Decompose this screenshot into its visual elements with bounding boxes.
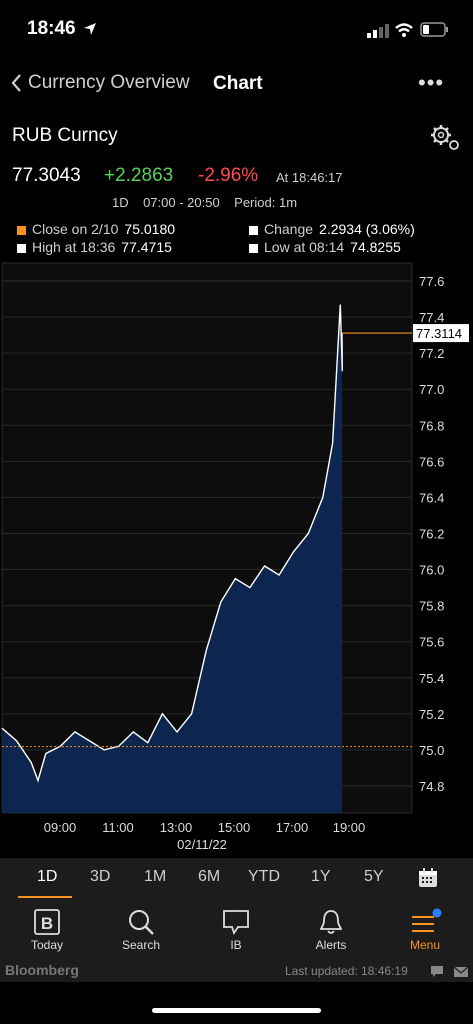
tab-menu-label: Menu <box>409 938 441 952</box>
x-tick-label: 09:00 <box>44 820 77 835</box>
tab-menu[interactable]: Menu <box>395 906 455 952</box>
bloomberg-logo: Bloomberg <box>5 962 79 978</box>
period-5y[interactable]: 5Y <box>364 868 384 885</box>
tab-search-label: Search <box>121 938 161 952</box>
message-icon[interactable] <box>430 965 444 978</box>
y-tick-label: 75.2 <box>419 707 444 722</box>
percent-change: -2.96% <box>198 165 259 186</box>
tab-today-label: Today <box>30 938 64 952</box>
y-tick-label: 75.8 <box>419 599 444 614</box>
period-ytd[interactable]: YTD <box>248 868 280 885</box>
last-price: 77.3043 <box>12 165 81 186</box>
calendar-icon[interactable] <box>417 867 439 889</box>
y-tick-label: 76.0 <box>419 563 444 578</box>
svg-text:B: B <box>41 914 53 933</box>
high-label: High at 18:36 <box>32 239 116 255</box>
high-swatch <box>17 243 26 253</box>
y-tick-label: 75.0 <box>419 743 444 758</box>
tab-ib[interactable]: IB <box>206 906 266 952</box>
y-tick-label: 77.2 <box>419 346 444 361</box>
tab-alerts[interactable]: Alerts <box>301 906 361 952</box>
high-value: 77.4715 <box>121 239 172 255</box>
area-fill <box>2 304 343 813</box>
home-indicator <box>152 1008 321 1013</box>
more-options-button[interactable]: ••• <box>418 70 445 95</box>
wifi-icon <box>395 23 413 37</box>
tab-today[interactable]: B Today <box>17 906 77 952</box>
mail-icon[interactable] <box>453 965 469 978</box>
y-tick-label: 77.0 <box>419 382 444 397</box>
chat-bubble-icon <box>223 910 249 936</box>
last-price-tag-label: 77.3114 <box>416 326 462 341</box>
legend-high: High at 18:36 77.4715 <box>17 239 172 255</box>
tab-search[interactable]: Search <box>111 906 171 952</box>
tab-ib-label: IB <box>230 938 242 952</box>
tab-alerts-label: Alerts <box>315 938 347 952</box>
y-tick-label: 74.8 <box>419 779 444 794</box>
status-time: 18:46 <box>27 18 76 39</box>
period-selector: 1D 3D 1M 6M YTD 1Y 5Y <box>0 858 473 900</box>
x-tick-label: 19:00 <box>333 820 366 835</box>
battery-icon <box>420 22 448 37</box>
page-title: Chart <box>213 73 263 94</box>
low-value: 74.8255 <box>350 239 401 255</box>
legend-close: Close on 2/10 75.0180 <box>17 221 175 237</box>
change-swatch <box>249 225 258 235</box>
ticker-name: RUB Curncy <box>12 125 118 146</box>
period-1m[interactable]: 1M <box>144 868 167 885</box>
price-chart[interactable]: 77.6 77.4 77.2 77.0 76.8 76.6 76.4 76.2 76.0 75.8… <box>0 255 473 855</box>
quote-timestamp: At 18:46:17 <box>276 170 343 185</box>
back-button[interactable]: Currency Overview <box>10 72 190 94</box>
bottom-tab-bar: B Today Search IB Alerts Menu <box>0 900 473 960</box>
last-updated: Last updated: 18:46:19 <box>285 964 408 978</box>
price-line <box>1 304 343 783</box>
y-tick-label: 75.4 <box>419 671 444 686</box>
settings-gear-icon[interactable] <box>430 124 462 152</box>
y-tick-label: 76.2 <box>419 526 444 541</box>
y-tick-label: 77.4 <box>419 310 444 325</box>
selected-period-indicator <box>18 896 72 898</box>
y-tick-label: 77.6 <box>419 274 444 289</box>
close-swatch <box>17 225 26 235</box>
chevron-left-icon <box>11 74 21 92</box>
x-tick-label: 17:00 <box>276 820 309 835</box>
location-arrow-icon <box>84 23 96 35</box>
footer-bar <box>0 960 473 982</box>
bloomberg-b-icon: B <box>34 909 60 935</box>
period-1d[interactable]: 1D <box>37 868 58 885</box>
y-tick-label: 75.6 <box>419 635 444 650</box>
period-1y[interactable]: 1Y <box>311 868 331 885</box>
y-tick-label: 76.4 <box>419 490 444 505</box>
chart-range-info: 1D 07:00 - 20:50 Period: 1m <box>112 195 297 210</box>
back-label: Currency Overview <box>28 72 190 93</box>
low-label: Low at 08:14 <box>264 239 345 255</box>
trading-hours: 07:00 - 20:50 <box>143 195 220 210</box>
x-tick-label: 15:00 <box>218 820 251 835</box>
low-swatch <box>249 243 258 253</box>
period-3d[interactable]: 3D <box>90 868 111 885</box>
period-label: Period: 1m <box>234 195 298 210</box>
x-tick-label: 11:00 <box>102 820 134 835</box>
y-tick-label: 76.6 <box>419 454 444 469</box>
hamburger-menu-icon <box>412 908 442 932</box>
range-label: 1D <box>112 195 129 210</box>
legend-low: Low at 08:14 74.8255 <box>249 239 401 255</box>
y-tick-label: 76.8 <box>419 418 444 433</box>
change-value: 2.2934 (3.06%) <box>319 221 415 237</box>
bell-icon <box>320 910 342 934</box>
last-price-tag <box>413 324 469 343</box>
x-tick-label: 13:00 <box>160 820 193 835</box>
close-value: 75.0180 <box>124 221 176 237</box>
net-change: +2.2863 <box>104 165 174 186</box>
close-label: Close on 2/10 <box>32 221 119 237</box>
cellular-signal-icon <box>367 24 389 38</box>
x-date-label: 02/11/22 <box>177 837 227 852</box>
legend-change: Change 2.2934 (3.06%) <box>249 221 415 237</box>
change-label: Change <box>264 221 314 237</box>
period-6m[interactable]: 6M <box>198 868 221 885</box>
search-icon <box>129 910 154 935</box>
